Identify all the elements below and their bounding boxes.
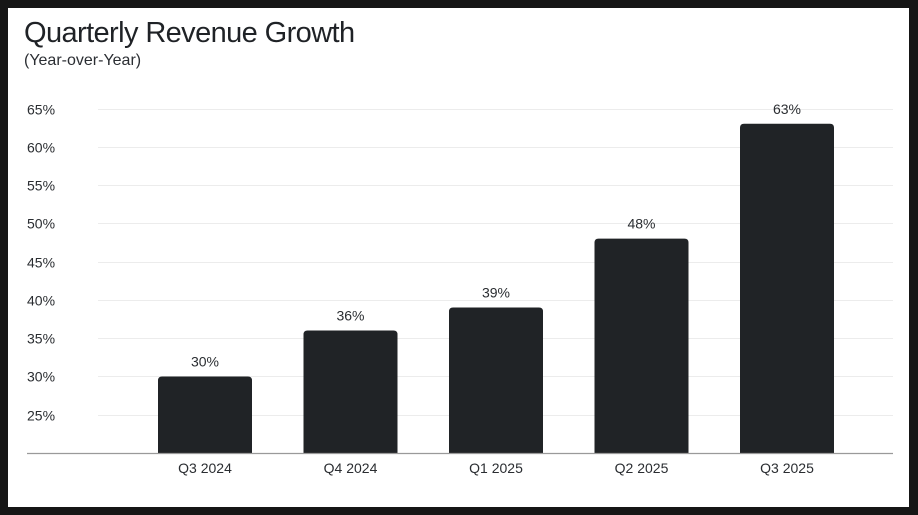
chart-subtitle: (Year-over-Year) <box>24 52 142 69</box>
y-tick-label: 55% <box>27 178 55 194</box>
bar <box>740 123 834 454</box>
y-tick-label: 65% <box>27 102 55 118</box>
chart-title: Quarterly Revenue Growth <box>24 17 355 49</box>
bar <box>449 307 543 453</box>
data-label: 39% <box>482 285 510 301</box>
x-tick-label: Q2 2025 <box>615 460 669 476</box>
y-axis-ticks: 25% 30% 35% 40% 45% 50% 55% 60% 65% <box>27 102 55 424</box>
y-tick-label: 40% <box>27 293 55 309</box>
data-label: 48% <box>627 216 655 232</box>
y-tick-label: 50% <box>27 216 55 232</box>
y-tick-label: 35% <box>27 331 55 347</box>
data-label: 36% <box>336 308 364 324</box>
data-label: 63% <box>773 101 801 117</box>
y-tick-label: 25% <box>27 408 55 424</box>
bar <box>158 376 252 453</box>
x-axis-ticks: Q3 2024 Q4 2024 Q1 2025 Q2 2025 Q3 2025 <box>178 460 814 476</box>
y-tick-label: 30% <box>27 369 55 385</box>
data-labels: 30% 36% 39% 48% 63% <box>191 101 801 370</box>
bar <box>303 330 398 453</box>
bar <box>594 238 689 453</box>
x-tick-label: Q1 2025 <box>469 460 523 476</box>
data-label: 30% <box>191 353 219 369</box>
y-tick-label: 45% <box>27 255 55 271</box>
x-tick-label: Q4 2024 <box>324 460 378 476</box>
bars <box>158 123 834 454</box>
y-tick-label: 60% <box>27 140 55 156</box>
x-tick-label: Q3 2025 <box>760 460 814 476</box>
x-tick-label: Q3 2024 <box>178 460 232 476</box>
